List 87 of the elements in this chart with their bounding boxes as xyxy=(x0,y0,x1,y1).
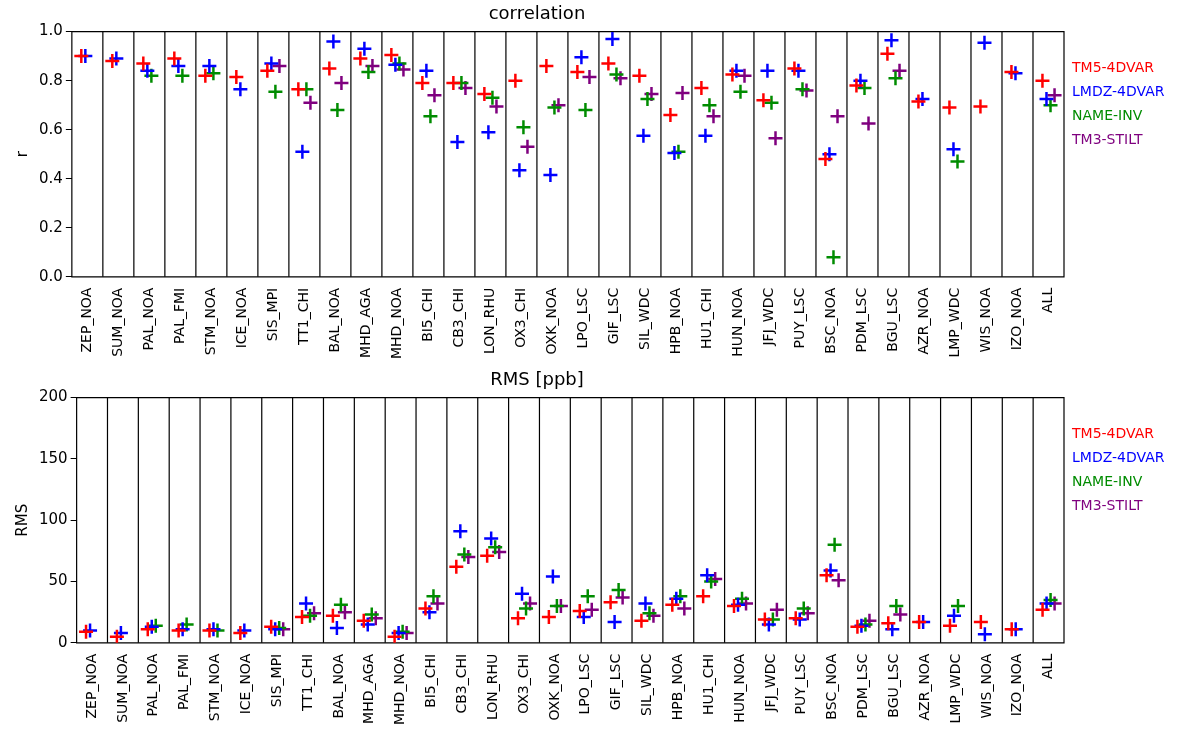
x-tick-label: BI5_CHI xyxy=(419,287,436,342)
y-tick-label: 0.8 xyxy=(39,70,63,89)
x-tick-label: GIF_LSC xyxy=(605,287,622,345)
x-tick-label: SIS_MPI xyxy=(264,287,281,342)
series-label: TM5-4DVAR xyxy=(1072,58,1156,77)
chart-title: RMS [ppb] xyxy=(490,368,584,390)
x-tick-label: PDM_LSC xyxy=(853,287,870,353)
x-tick-label: JFJ_WDC xyxy=(761,653,778,713)
y-tick-label: 100 xyxy=(38,510,68,529)
x-tick-label: CB3_CHI xyxy=(452,653,469,714)
x-tick-label: AZR_NOA xyxy=(915,287,932,355)
x-tick-label: MHD_AGA xyxy=(360,653,377,724)
x-tick-label: HUN_NOA xyxy=(729,287,746,357)
x-tick-label: SUM_NOA xyxy=(113,653,130,723)
x-tick-label: BGU_LSC xyxy=(884,653,901,718)
x-tick-label: HU1_CHI xyxy=(698,287,715,349)
x-tick-label: PAL_NOA xyxy=(140,287,157,351)
x-tick-label: PAL_FMI xyxy=(175,653,192,710)
x-tick-label: PUY_LSC xyxy=(791,287,808,349)
y-axis-title: r xyxy=(12,150,31,158)
x-tick-label: HU1_CHI xyxy=(699,653,716,715)
x-tick-label: MHD_NOA xyxy=(391,653,408,726)
x-tick-label: IZO_NOA xyxy=(1008,287,1025,351)
x-tick-label: STM_NOA xyxy=(206,653,223,722)
y-tick-label: 1.0 xyxy=(39,21,63,40)
x-tick-label: BAL_NOA xyxy=(326,287,343,353)
x-tick-label: TT1_CHI xyxy=(295,287,312,346)
x-tick-label: STM_NOA xyxy=(202,287,219,356)
x-tick-label: BSC_NOA xyxy=(822,287,839,354)
y-tick-label: 150 xyxy=(38,448,68,467)
x-tick-label: GIF_LSC xyxy=(607,653,624,711)
text: TM3-STILT xyxy=(1072,496,1144,515)
x-tick-label: OXK_NOA xyxy=(545,653,562,721)
x-tick-label: LPO_LSC xyxy=(576,653,593,715)
x-tick-label: ZEP_NOA xyxy=(82,653,99,719)
x-tick-label: WIS_NOA xyxy=(977,287,994,353)
x-tick-label: HUN_NOA xyxy=(730,653,747,723)
x-tick-label: SIL_WDC xyxy=(636,287,653,351)
x-tick-label: BGU_LSC xyxy=(884,287,901,352)
x-tick-label: LMP_WDC xyxy=(946,287,963,358)
x-tick-label: IZO_NOA xyxy=(1008,653,1025,717)
x-tick-label: ICE_NOA xyxy=(236,653,253,715)
x-tick-label: HPB_NOA xyxy=(668,653,685,721)
x-tick-label: PAL_FMI xyxy=(171,287,188,344)
x-tick-label: LON_RHU xyxy=(481,287,498,355)
text: TM5-4DVAR xyxy=(1072,424,1156,443)
x-tick-label: TT1_CHI xyxy=(298,653,315,712)
x-tick-label: BI5_CHI xyxy=(422,653,439,708)
x-tick-label: SIS_MPI xyxy=(267,653,284,708)
x-tick-label: SIL_WDC xyxy=(638,653,655,717)
y-tick-label: 50 xyxy=(48,571,68,590)
x-tick-label: JFJ_WDC xyxy=(760,287,777,347)
series-label: NAME-INV xyxy=(1072,106,1144,125)
text: TM3-STILT xyxy=(1072,130,1144,149)
x-tick-label: PDM_LSC xyxy=(854,653,871,719)
y-tick-label: 0.0 xyxy=(39,266,63,285)
y-tick-label: 0.4 xyxy=(39,168,63,187)
x-tick-label: ALL xyxy=(1039,653,1056,679)
x-tick-label: CB3_CHI xyxy=(450,287,467,348)
text: LMDZ-4DVAR xyxy=(1072,448,1165,467)
x-tick-label: PAL_NOA xyxy=(144,653,161,717)
y-tick-label: 0.2 xyxy=(39,217,63,236)
x-tick-label: ZEP_NOA xyxy=(78,287,94,353)
x-tick-label: PUY_LSC xyxy=(792,653,809,715)
x-tick-label: BSC_NOA xyxy=(823,653,840,720)
x-tick-label: WIS_NOA xyxy=(977,653,994,719)
series-label: LMDZ-4DVAR xyxy=(1072,82,1165,101)
x-tick-label: OX3_CHI xyxy=(514,653,531,714)
y-tick-label: 0.6 xyxy=(39,119,63,138)
x-tick-label: ICE_NOA xyxy=(233,287,250,349)
y-tick-label: 200 xyxy=(38,387,68,406)
text: NAME-INV xyxy=(1072,472,1144,491)
chart-title: correlation xyxy=(488,2,586,24)
x-tick-label: MHD_AGA xyxy=(357,287,374,358)
x-tick-label: OXK_NOA xyxy=(543,287,560,355)
x-tick-label: LMP_WDC xyxy=(946,653,963,724)
x-tick-label: OX3_CHI xyxy=(512,287,529,348)
x-tick-label: LON_RHU xyxy=(483,653,500,721)
x-tick-label: HPB_NOA xyxy=(667,287,684,355)
x-tick-label: MHD_NOA xyxy=(388,287,405,360)
x-tick-label: ALL xyxy=(1039,287,1056,313)
y-axis-title: RMS xyxy=(12,503,31,537)
x-tick-label: LPO_LSC xyxy=(574,287,591,349)
x-tick-label: SUM_NOA xyxy=(109,287,125,357)
x-tick-label: BAL_NOA xyxy=(329,653,346,719)
x-tick-label: AZR_NOA xyxy=(915,653,932,721)
y-tick-label: 0 xyxy=(58,632,68,651)
